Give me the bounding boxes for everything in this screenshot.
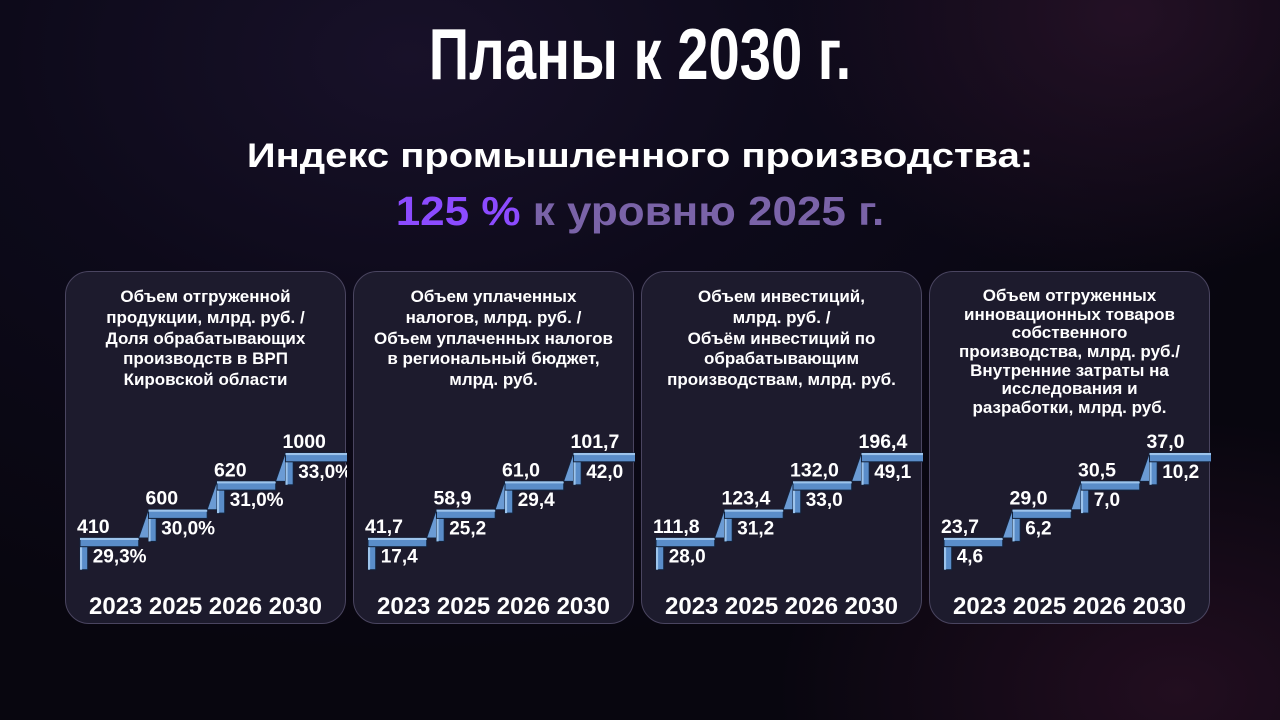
svg-text:111,8: 111,8 (653, 516, 700, 538)
svg-text:28,0: 28,0 (669, 547, 706, 568)
svg-text:37,0: 37,0 (1147, 431, 1185, 453)
svg-text:33,0: 33,0 (806, 490, 843, 511)
svg-text:23,7: 23,7 (941, 516, 979, 538)
svg-text:410: 410 (77, 516, 110, 538)
svg-text:4,6: 4,6 (957, 547, 983, 568)
svg-text:132,0: 132,0 (790, 459, 839, 481)
svg-text:17,4: 17,4 (381, 547, 418, 568)
svg-text:101,7: 101,7 (571, 431, 620, 453)
svg-text:49,1: 49,1 (874, 462, 911, 483)
svg-text:1000: 1000 (283, 431, 327, 453)
svg-text:42,0: 42,0 (586, 462, 623, 483)
svg-text:196,4: 196,4 (859, 431, 908, 453)
svg-text:620: 620 (214, 459, 247, 481)
svg-text:31,0%: 31,0% (230, 490, 284, 511)
svg-text:33,0%: 33,0% (298, 462, 347, 483)
svg-text:31,2: 31,2 (737, 518, 774, 539)
svg-text:30,0%: 30,0% (161, 518, 215, 539)
svg-text:6,2: 6,2 (1025, 518, 1051, 539)
svg-text:61,0: 61,0 (502, 459, 540, 481)
svg-text:41,7: 41,7 (365, 516, 403, 538)
svg-text:29,0: 29,0 (1010, 488, 1048, 510)
svg-text:30,5: 30,5 (1078, 459, 1116, 481)
svg-text:58,9: 58,9 (434, 488, 472, 510)
svg-text:29,3%: 29,3% (93, 547, 147, 568)
svg-text:7,0: 7,0 (1094, 490, 1120, 511)
svg-text:29,4: 29,4 (518, 490, 555, 511)
svg-text:10,2: 10,2 (1162, 462, 1199, 483)
svg-text:600: 600 (146, 488, 179, 510)
svg-text:25,2: 25,2 (449, 518, 486, 539)
svg-text:123,4: 123,4 (722, 488, 771, 510)
